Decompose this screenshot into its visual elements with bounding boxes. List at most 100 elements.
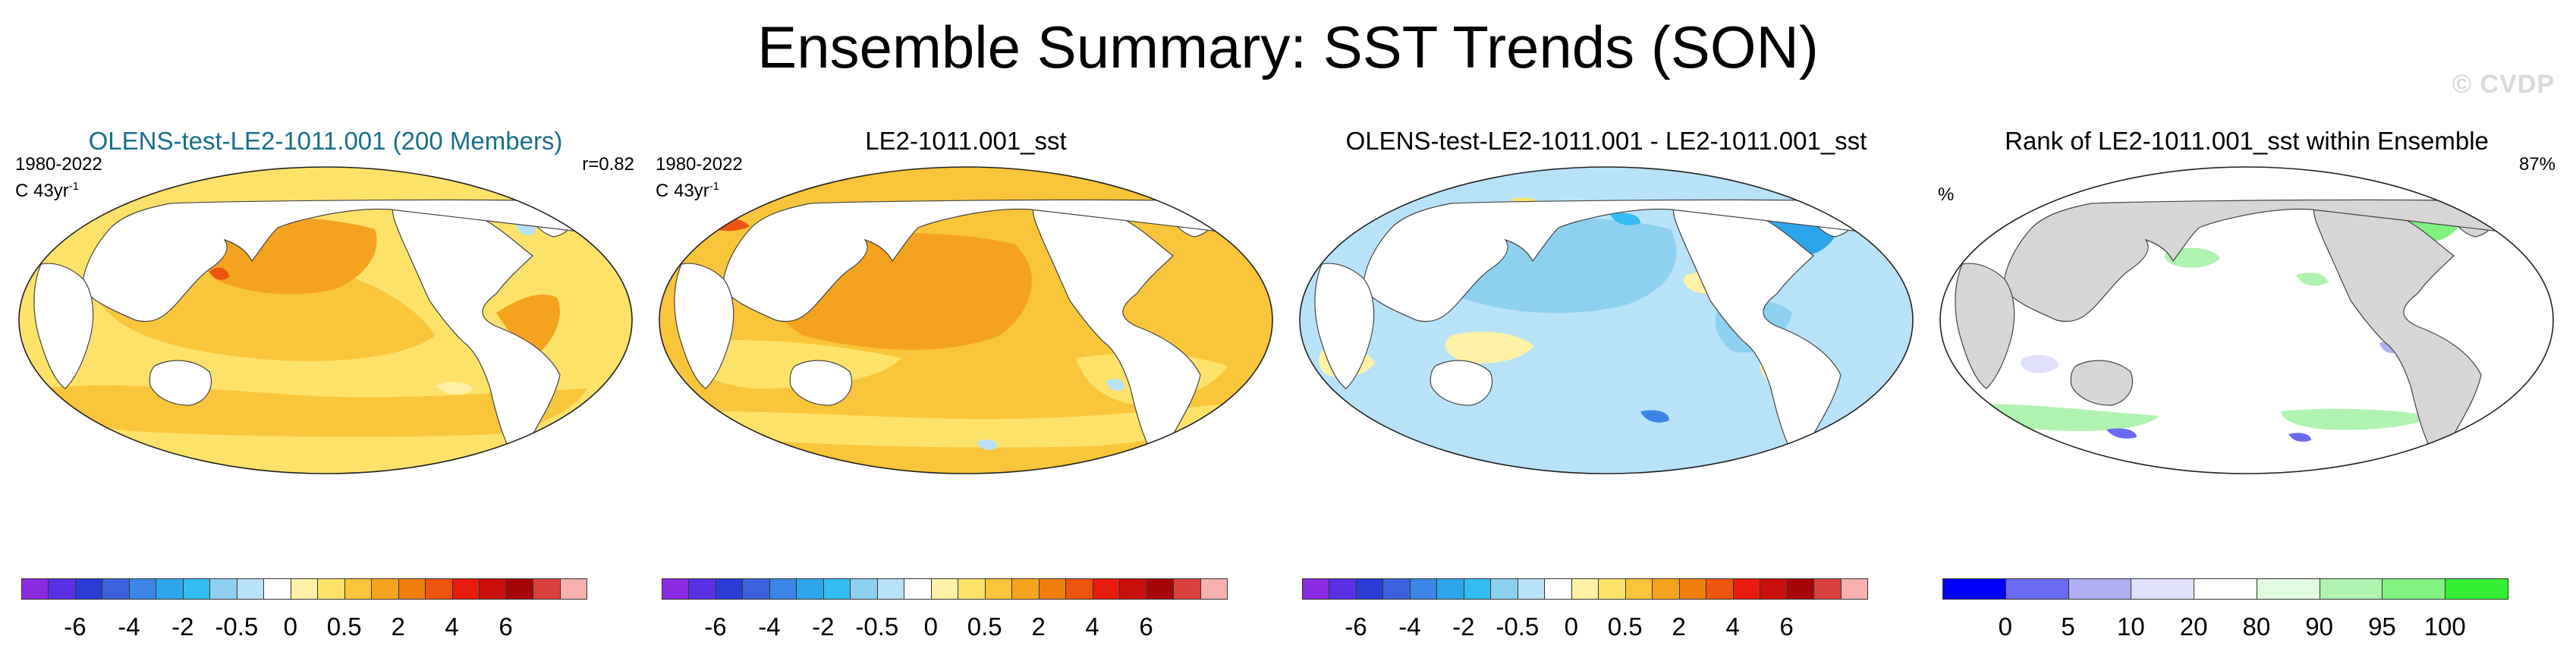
colorbar-cell (1355, 578, 1384, 600)
colorbar-cell (1065, 578, 1093, 600)
land-europe (1250, 235, 1272, 269)
land-australia (149, 360, 212, 406)
colorbar-cell (1625, 578, 1653, 600)
land-eurasia (81, 199, 613, 323)
colorbar-cell (344, 578, 373, 600)
colorbar-cell (451, 578, 480, 600)
land-africa (1955, 263, 2015, 389)
panel-title: OLENS-test-LE2-1011.001 - LE2-1011.001_s… (1345, 127, 1867, 155)
colorbar-cell (1732, 578, 1761, 600)
colorbar-cell (398, 578, 426, 600)
colorbar-tick-label: 90 (2305, 612, 2334, 641)
trend-period-label: 1980-2022 C 43yr-1 (15, 153, 102, 202)
trend-period-label: 1980-2022 C 43yr-1 (656, 153, 743, 202)
colorbar-cell (1571, 578, 1599, 600)
colorbar-tick-label: 0 (283, 612, 297, 641)
map-panel: OLENS-test-LE2-1011.001 - LE2-1011.001_s… (1291, 114, 1921, 645)
land-americas (392, 201, 561, 459)
colorbar-cell (904, 578, 932, 600)
field-region (2106, 428, 2137, 439)
colorbar-cell (533, 578, 561, 600)
colorbar-cell (1760, 578, 1788, 600)
colorbar-tick-label: -0.5 (215, 612, 259, 641)
colorbar-cell (1813, 578, 1842, 600)
panel-title: LE2-1011.001_sst (865, 127, 1067, 155)
colorbar-cell (182, 578, 211, 600)
colorbar-tick-label: 80 (2242, 612, 2271, 641)
colorbar-cell (290, 578, 319, 600)
colorbar-cell (1678, 578, 1707, 600)
colorbar-tick-label: -2 (812, 612, 835, 641)
colorbar-tick-label: 2 (1031, 612, 1046, 641)
field-region (2296, 272, 2328, 286)
colorbar-cell (21, 578, 49, 600)
colorbar-tick-label: 6 (1139, 612, 1153, 641)
map-outline (659, 166, 1273, 474)
colorbar-cell (128, 578, 157, 600)
colorbar-cell (1786, 578, 1815, 600)
colorbar-cell (317, 578, 345, 600)
colorbar-tick-label: -6 (704, 612, 727, 641)
colorbar: -6 -4 -2 -0.5 0 0.5 2 4 6 (662, 578, 1228, 641)
map-panel: LE2-1011.001_sst 1980-2022 C 43yr-1 -6 -4 -2-… (651, 114, 1281, 645)
colorbar-cell (2068, 578, 2132, 600)
colorbar-cell (48, 578, 76, 600)
colorbar-tick-label: -2 (1452, 612, 1475, 641)
field-region (977, 439, 998, 450)
land-europe (1891, 235, 1913, 269)
field-region (496, 294, 560, 351)
land-eurasia (722, 199, 1253, 323)
land-americas (2313, 201, 2482, 459)
colorbar-cell (102, 578, 130, 600)
colorbar: -6 -4 -2 -0.5 0 0.5 2 4 6 (1302, 578, 1868, 641)
colorbar-tick-label: 2 (391, 612, 405, 641)
colorbar-cell (371, 578, 399, 600)
field-region (1445, 332, 1534, 364)
land-australia (2070, 360, 2134, 406)
colorbar-cell (1382, 578, 1411, 600)
map-outline (1939, 166, 2554, 474)
units-label: C 43yr-1 (15, 175, 102, 202)
field-region (209, 267, 229, 280)
map-panel: OLENS-test-LE2-1011.001 (200 Members) 198… (11, 114, 640, 645)
map-outline (1299, 166, 1914, 474)
colorbar-cell (1329, 578, 1357, 600)
colorbar-cell (1436, 578, 1464, 600)
land-eurasia (1362, 199, 1894, 323)
map-panel: Rank of LE2-1011.001_sst within Ensemble… (1932, 114, 2562, 645)
colorbar-cell (1038, 578, 1067, 600)
field-region (2288, 433, 2311, 442)
watermark: © CVDP (2452, 70, 2555, 99)
colorbar-tick-label: 4 (1725, 612, 1740, 641)
colorbar-cell (742, 578, 770, 600)
colorbar-cell (1544, 578, 1572, 600)
map (1939, 166, 2554, 474)
map (659, 166, 1273, 474)
field-region (1610, 213, 1640, 225)
land-eurasia (2002, 199, 2534, 323)
colorbar-cell (850, 578, 878, 600)
colorbar-tick-label: -6 (1345, 612, 1367, 641)
colorbar-cell (876, 578, 905, 600)
colorbar-cell (688, 578, 716, 600)
colorbar: -6 -4 -2 -0.5 0 0.5 2 4 6 (21, 578, 587, 641)
land-australia (1430, 360, 1493, 406)
colorbar-tick-label: 4 (445, 612, 459, 641)
land-africa (674, 263, 734, 389)
land-africa (33, 263, 94, 389)
colorbar-cell (425, 578, 453, 600)
land-australia (789, 360, 853, 406)
colorbar-cell (822, 578, 851, 600)
field-region (436, 382, 473, 395)
map-outline (18, 166, 633, 474)
colorbar-tick-label: -4 (118, 612, 140, 641)
colorbar-tick-label: 4 (1085, 612, 1099, 641)
colorbar-cell (662, 578, 690, 600)
colorbar-tick-label: 0 (923, 612, 938, 641)
colorbar-tick-label: -6 (64, 612, 86, 641)
panel-title: Rank of LE2-1011.001_sst within Ensemble (2005, 127, 2489, 155)
rank-percentage: 87% (2518, 154, 2556, 175)
colorbar-tick-label: 0.5 (326, 612, 362, 641)
land-europe (610, 235, 632, 269)
colorbar-tick-label: 5 (2061, 612, 2075, 641)
